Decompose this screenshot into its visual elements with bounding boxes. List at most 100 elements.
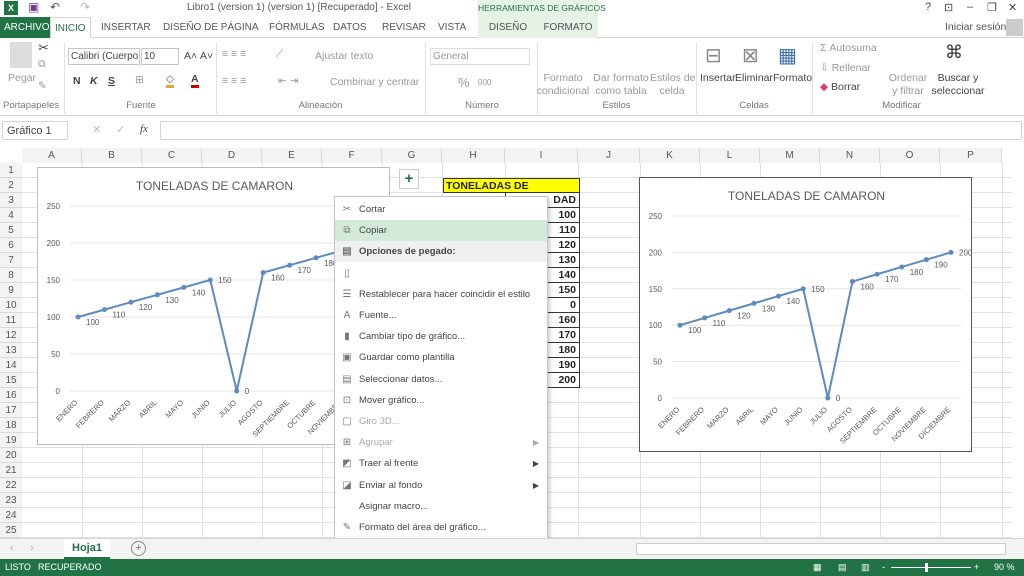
- row-header-15[interactable]: 15: [0, 373, 22, 388]
- chart-elements-button[interactable]: +: [399, 169, 419, 189]
- normal-view-icon[interactable]: ▦: [813, 562, 822, 572]
- row-header-18[interactable]: 18: [0, 418, 22, 433]
- column-header-H[interactable]: H: [442, 148, 505, 163]
- minimize-button[interactable]: –: [967, 1, 974, 13]
- tab-insertar[interactable]: INSERTAR: [101, 22, 151, 33]
- data-point[interactable]: [313, 255, 319, 261]
- data-point[interactable]: [874, 271, 880, 277]
- menu-item-font[interactable]: A Fuente...: [335, 305, 547, 326]
- font-color-icon[interactable]: A: [191, 73, 199, 88]
- data-point[interactable]: [849, 279, 855, 285]
- enter-icon[interactable]: ✓: [116, 124, 126, 136]
- insert-button[interactable]: Insertar: [700, 72, 736, 84]
- row-header-2[interactable]: 2: [0, 178, 22, 193]
- sign-in-link[interactable]: Iniciar sesión: [945, 21, 1007, 33]
- chart-right[interactable]: TONELADAS DE CAMARON 0 50 100 150 200 250 100 EN…: [639, 177, 973, 452]
- row-header-13[interactable]: 13: [0, 343, 22, 358]
- thousands-button[interactable]: 000: [478, 78, 492, 87]
- borders-icon[interactable]: ⊞: [135, 74, 144, 86]
- prev-sheet-icon[interactable]: ‹: [10, 542, 14, 554]
- menu-item-paste-option[interactable]: ▯: [335, 263, 547, 284]
- column-header-K[interactable]: K: [640, 148, 700, 163]
- underline-button[interactable]: S: [108, 75, 116, 87]
- format-as-table-button[interactable]: Dar formato como tabla: [592, 72, 650, 98]
- format-button[interactable]: Formato: [773, 72, 813, 84]
- data-point[interactable]: [260, 270, 266, 276]
- cell-styles-button[interactable]: Estilos de celda: [650, 72, 696, 98]
- row-header-6[interactable]: 6: [0, 238, 22, 253]
- row-header-8[interactable]: 8: [0, 268, 22, 283]
- ribbon-display-icon[interactable]: ⊡: [944, 2, 954, 14]
- insert-function-button[interactable]: fx: [140, 123, 148, 135]
- formula-input[interactable]: [160, 121, 1022, 140]
- tab-formulas[interactable]: FÓRMULAS: [269, 22, 325, 33]
- indent-icon[interactable]: ⇤ ⇥: [278, 75, 299, 87]
- paste-button[interactable]: Pegar: [8, 72, 37, 84]
- row-header-7[interactable]: 7: [0, 253, 22, 268]
- column-header-P[interactable]: P: [940, 148, 1002, 163]
- data-point[interactable]: [776, 293, 782, 299]
- tab-datos[interactable]: DATOS: [333, 22, 367, 33]
- menu-item-format-area[interactable]: ✎ Formato del área del gráfico...: [335, 517, 547, 538]
- horizontal-scrollbar[interactable]: [636, 543, 1006, 555]
- page-break-icon[interactable]: ▥: [861, 562, 870, 572]
- zoom-in-button[interactable]: +: [974, 562, 980, 572]
- column-header-G[interactable]: G: [382, 148, 442, 163]
- menu-item-rotate-3d[interactable]: ▢ Giro 3D...: [335, 411, 547, 432]
- column-header-N[interactable]: N: [820, 148, 880, 163]
- column-header-A[interactable]: A: [22, 148, 82, 163]
- user-avatar-icon[interactable]: [1006, 19, 1023, 36]
- data-point[interactable]: [751, 300, 757, 306]
- menu-item-send-back[interactable]: ◪ Enviar al fondo ▶: [335, 475, 547, 496]
- column-header-I[interactable]: I: [505, 148, 578, 163]
- clear-button[interactable]: ◆ Borrar: [820, 81, 860, 93]
- shrink-font-icon[interactable]: A˅: [200, 50, 214, 62]
- paste-icon[interactable]: [10, 42, 32, 68]
- italic-button[interactable]: K: [90, 75, 98, 87]
- tab-revisar[interactable]: REVISAR: [382, 22, 426, 33]
- grow-font-icon[interactable]: A˄: [184, 50, 198, 62]
- fill-button[interactable]: ⇩ Rellenar: [820, 62, 871, 74]
- font-name-select[interactable]: Calibri (Cuerpo: [68, 48, 140, 65]
- row-header-5[interactable]: 5: [0, 223, 22, 238]
- align-top-icon[interactable]: ≡ ≡ ≡: [222, 48, 247, 60]
- column-header-M[interactable]: M: [760, 148, 820, 163]
- data-point[interactable]: [677, 322, 683, 328]
- data-point[interactable]: [207, 277, 213, 283]
- row-header-24[interactable]: 24: [0, 508, 22, 523]
- column-header-D[interactable]: D: [202, 148, 262, 163]
- autosum-button[interactable]: Σ Autosuma: [820, 42, 877, 54]
- column-header-L[interactable]: L: [700, 148, 760, 163]
- format-painter-icon[interactable]: ✎: [38, 80, 47, 92]
- data-point[interactable]: [101, 307, 107, 313]
- row-header-16[interactable]: 16: [0, 388, 22, 403]
- number-format-select[interactable]: General: [430, 48, 530, 65]
- orientation-icon[interactable]: ⟋: [276, 48, 284, 60]
- menu-item-template[interactable]: ▣ Guardar como plantilla: [335, 347, 547, 368]
- column-header-E[interactable]: E: [262, 148, 322, 163]
- row-header-9[interactable]: 9: [0, 283, 22, 298]
- row-header-17[interactable]: 17: [0, 403, 22, 418]
- row-header-19[interactable]: 19: [0, 433, 22, 448]
- row-header-1[interactable]: 1: [0, 163, 22, 178]
- undo-icon[interactable]: ↶: [50, 0, 61, 14]
- chart-left[interactable]: TONELADAS DE CAMARON 0 50 100 150 200 250 100 EN…: [37, 167, 391, 445]
- column-header-C[interactable]: C: [142, 148, 202, 163]
- zoom-level[interactable]: 90 %: [994, 562, 1015, 572]
- data-point[interactable]: [726, 308, 732, 314]
- data-point[interactable]: [702, 315, 708, 321]
- conditional-format-button[interactable]: Formato condicional: [535, 72, 591, 98]
- menu-item-move-chart[interactable]: ⊡ Mover gráfico...: [335, 390, 547, 411]
- wrap-text-button[interactable]: Ajustar texto: [315, 50, 374, 62]
- find-select-button[interactable]: Buscar y seleccionar: [930, 72, 986, 98]
- row-header-3[interactable]: 3: [0, 193, 22, 208]
- save-icon[interactable]: ▣: [28, 0, 40, 14]
- page-layout-icon[interactable]: ▤: [838, 562, 847, 572]
- menu-item-bring-front[interactable]: ◩ Traer al frente ▶: [335, 453, 547, 474]
- bold-button[interactable]: N: [73, 75, 81, 87]
- next-sheet-icon[interactable]: ›: [30, 542, 34, 554]
- menu-item-group[interactable]: ⊞ Agrupar ▶: [335, 432, 547, 453]
- column-header-O[interactable]: O: [880, 148, 940, 163]
- row-header-21[interactable]: 21: [0, 463, 22, 478]
- menu-item-asignar-macro[interactable]: Asignar macro...: [335, 496, 547, 517]
